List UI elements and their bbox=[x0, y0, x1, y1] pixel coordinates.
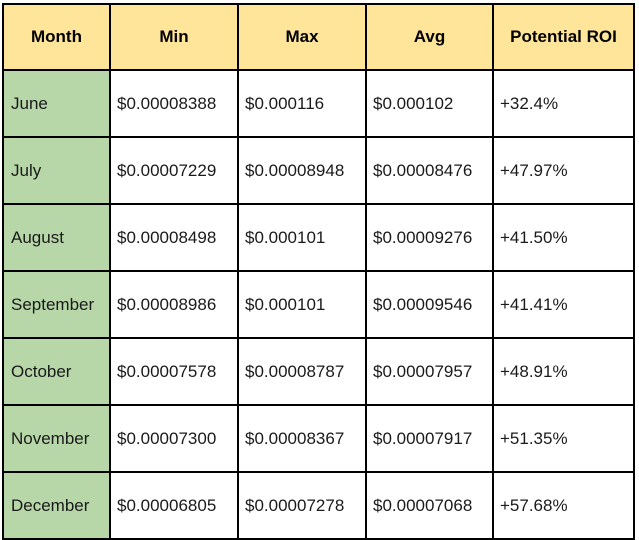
avg-cell: $0.00007068 bbox=[365, 471, 494, 540]
max-cell: $0.000116 bbox=[237, 69, 367, 138]
min-cell: $0.00007229 bbox=[109, 136, 239, 205]
avg-cell: $0.00007957 bbox=[365, 337, 494, 406]
max-cell: $0.000101 bbox=[237, 203, 367, 272]
table-row: October $0.00007578 $0.00008787 $0.00007… bbox=[2, 337, 635, 406]
table-row: December $0.00006805 $0.00007278 $0.0000… bbox=[2, 471, 635, 540]
max-cell: $0.00007278 bbox=[237, 471, 367, 540]
roi-cell: +41.41% bbox=[492, 270, 635, 339]
roi-cell: +41.50% bbox=[492, 203, 635, 272]
table-row: August $0.00008498 $0.000101 $0.00009276… bbox=[2, 203, 635, 272]
month-cell: July bbox=[2, 136, 111, 205]
month-cell: November bbox=[2, 404, 111, 473]
avg-cell: $0.00009546 bbox=[365, 270, 494, 339]
table-body: June $0.00008388 $0.000116 $0.000102 +32… bbox=[2, 69, 635, 540]
table-header: Month Min Max Avg Potential ROI bbox=[2, 3, 635, 71]
price-prediction-table-wrapper: Month Min Max Avg Potential ROI June $0.… bbox=[2, 3, 635, 540]
max-cell: $0.00008948 bbox=[237, 136, 367, 205]
roi-cell: +32.4% bbox=[492, 69, 635, 138]
avg-cell: $0.000102 bbox=[365, 69, 494, 138]
avg-cell: $0.00007917 bbox=[365, 404, 494, 473]
roi-cell: +47.97% bbox=[492, 136, 635, 205]
min-cell: $0.00008498 bbox=[109, 203, 239, 272]
header-row: Month Min Max Avg Potential ROI bbox=[2, 3, 635, 71]
month-cell: October bbox=[2, 337, 111, 406]
avg-cell: $0.00008476 bbox=[365, 136, 494, 205]
header-potential-roi: Potential ROI bbox=[492, 3, 635, 71]
month-cell: June bbox=[2, 69, 111, 138]
header-avg: Avg bbox=[365, 3, 494, 71]
min-cell: $0.00008986 bbox=[109, 270, 239, 339]
month-cell: December bbox=[2, 471, 111, 540]
min-cell: $0.00008388 bbox=[109, 69, 239, 138]
max-cell: $0.00008787 bbox=[237, 337, 367, 406]
min-cell: $0.00007300 bbox=[109, 404, 239, 473]
header-month: Month bbox=[2, 3, 111, 71]
month-cell: September bbox=[2, 270, 111, 339]
max-cell: $0.000101 bbox=[237, 270, 367, 339]
min-cell: $0.00007578 bbox=[109, 337, 239, 406]
table-row: June $0.00008388 $0.000116 $0.000102 +32… bbox=[2, 69, 635, 138]
table-row: November $0.00007300 $0.00008367 $0.0000… bbox=[2, 404, 635, 473]
table-row: September $0.00008986 $0.000101 $0.00009… bbox=[2, 270, 635, 339]
min-cell: $0.00006805 bbox=[109, 471, 239, 540]
avg-cell: $0.00009276 bbox=[365, 203, 494, 272]
header-min: Min bbox=[109, 3, 239, 71]
max-cell: $0.00008367 bbox=[237, 404, 367, 473]
roi-cell: +51.35% bbox=[492, 404, 635, 473]
roi-cell: +48.91% bbox=[492, 337, 635, 406]
roi-cell: +57.68% bbox=[492, 471, 635, 540]
table-row: July $0.00007229 $0.00008948 $0.00008476… bbox=[2, 136, 635, 205]
month-cell: August bbox=[2, 203, 111, 272]
price-prediction-table: Month Min Max Avg Potential ROI June $0.… bbox=[2, 3, 635, 540]
header-max: Max bbox=[237, 3, 367, 71]
